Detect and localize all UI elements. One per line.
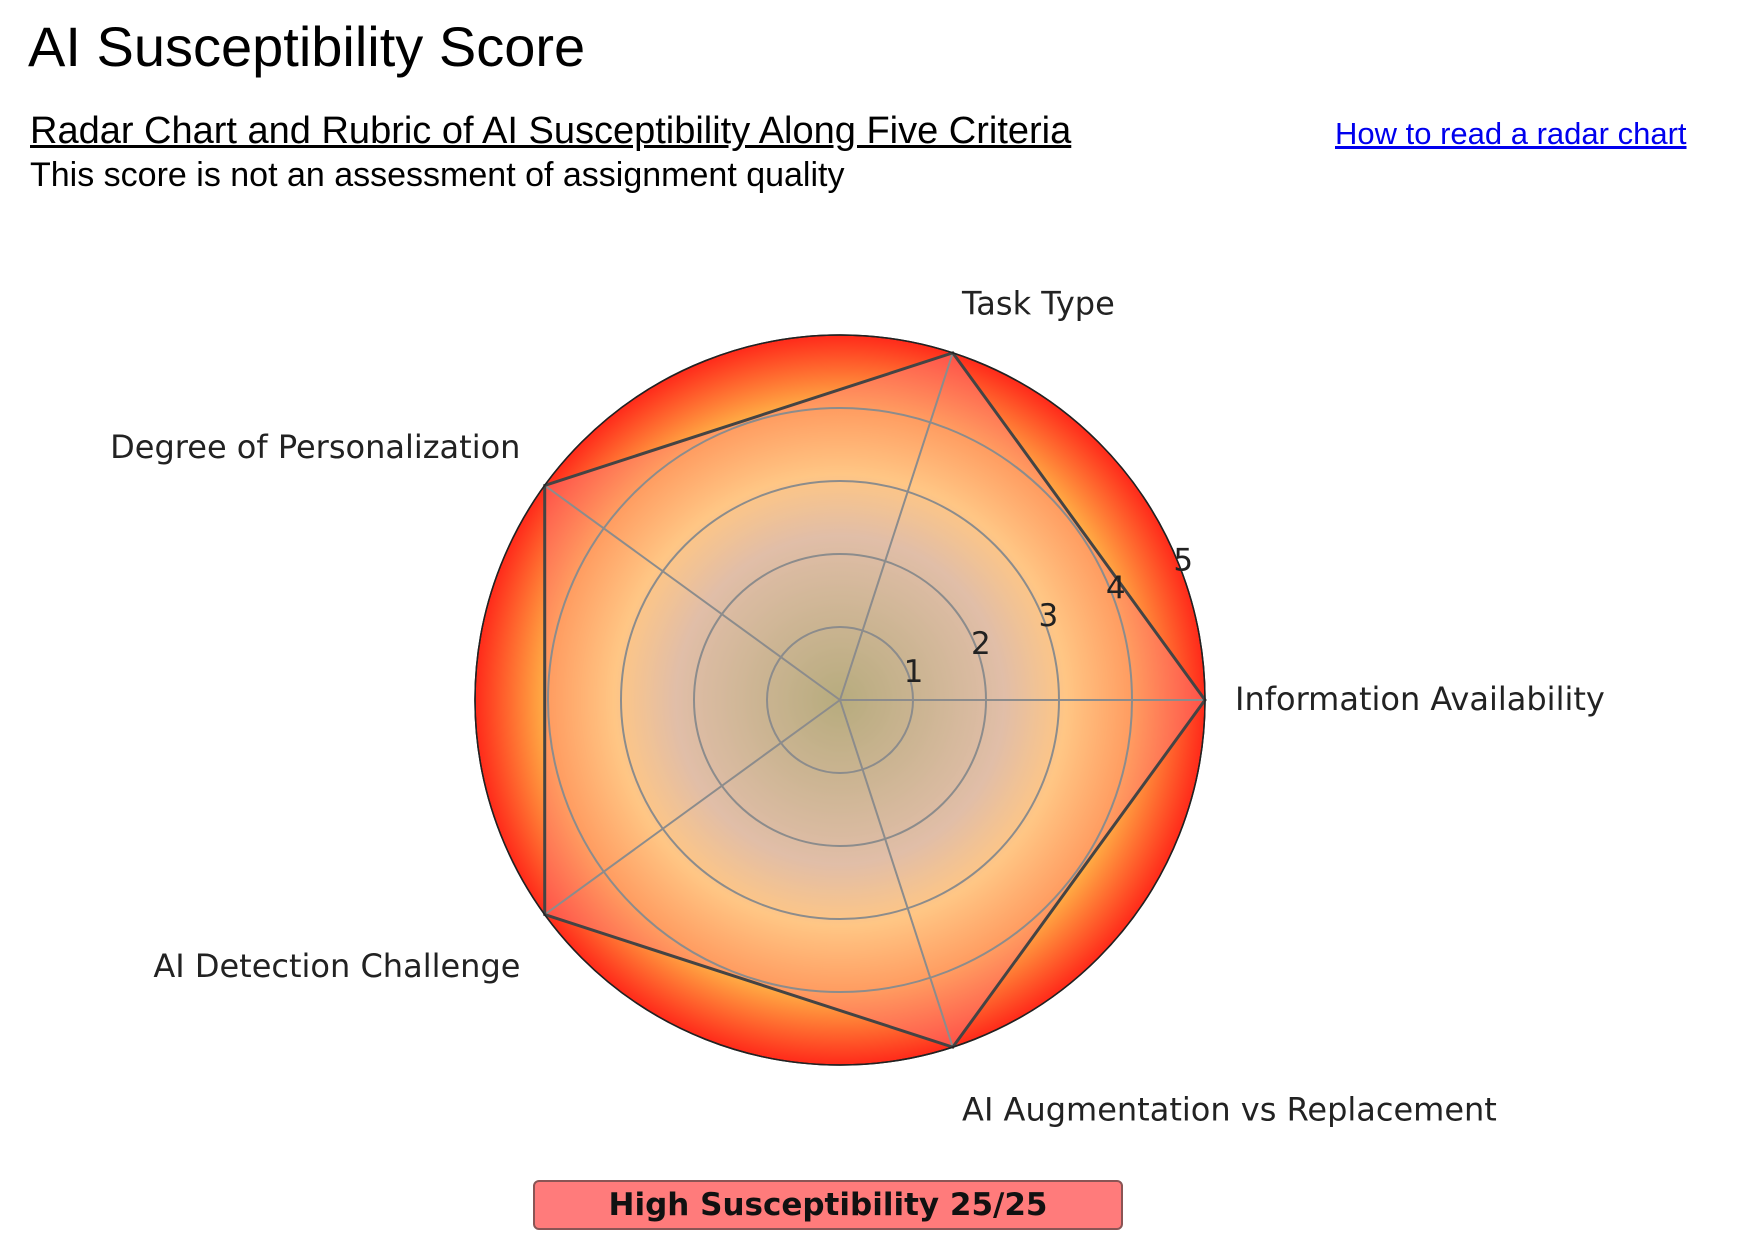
radial-tick-label: 2	[971, 626, 991, 662]
how-to-read-radar-link[interactable]: How to read a radar chart	[1335, 116, 1687, 151]
spoke-1	[839, 352, 954, 701]
outer-ring	[474, 334, 1206, 1066]
radial-tick-label: 1	[904, 654, 924, 690]
radar-chart: 1 2 3 4 5 Information Availability Task Type De…	[110, 284, 1605, 1129]
radial-tick-label: 3	[1038, 598, 1058, 634]
axis-label: AI Augmentation vs Replacement	[962, 1091, 1497, 1129]
spoke-2	[544, 484, 841, 701]
spoke-3	[544, 699, 841, 916]
verdict-badge: High Susceptibility 25/25	[533, 1180, 1123, 1230]
radial-tick-label: 5	[1173, 542, 1193, 578]
page-title: AI Susceptibility Score	[28, 15, 586, 78]
axis-label: Information Availability	[1235, 680, 1605, 718]
axis-label: Task Type	[961, 284, 1115, 322]
section-heading: Radar Chart and Rubric of AI Susceptibil…	[30, 110, 1072, 152]
spoke-4	[839, 699, 954, 1048]
axis-label: AI Detection Challenge	[153, 947, 520, 985]
axis-label: Degree of Personalization	[110, 428, 520, 466]
radial-tick-label: 4	[1106, 570, 1126, 606]
disclaimer-text: This score is not an assessment of assig…	[30, 156, 845, 194]
radar-value-outline	[543, 351, 1207, 1049]
